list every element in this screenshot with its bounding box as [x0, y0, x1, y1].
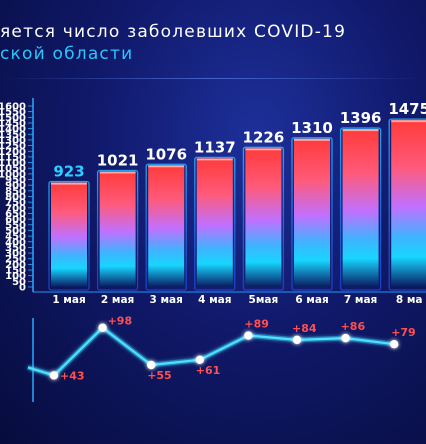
bar-value-label: 1076 — [145, 145, 187, 163]
bar-top-highlight — [391, 120, 426, 123]
bar — [294, 138, 330, 287]
bar-value-label: 1226 — [243, 128, 285, 146]
bar-top-highlight — [99, 171, 136, 174]
bar — [148, 165, 185, 287]
x-tick-label: 8 ма — [396, 294, 423, 306]
increase-point — [49, 371, 59, 380]
y-tick-label: 1600 — [0, 102, 26, 113]
y-tick-label: 1100 — [0, 158, 26, 169]
x-tick-label: 3 мая — [150, 294, 183, 306]
y-tick-label: 1450 — [0, 118, 26, 129]
increase-point — [98, 323, 107, 332]
y-tick-label: 1050 — [0, 164, 26, 175]
bar-frame — [48, 180, 90, 291]
y-tick-label: 200 — [5, 260, 26, 271]
bar — [245, 148, 282, 287]
increase-point — [341, 333, 350, 343]
y-tick-label: 500 — [5, 226, 26, 237]
y-tick-label: 1000 — [0, 169, 26, 180]
increase-label: +79 — [391, 326, 416, 339]
bar — [391, 120, 426, 287]
bar-frame — [388, 118, 426, 291]
bar-frame — [96, 169, 139, 291]
y-tick-label: 700 — [5, 203, 26, 214]
y-tick-label: 0 — [19, 283, 26, 294]
increase-label: +55 — [147, 369, 172, 382]
x-tick-label: 5мая — [249, 294, 279, 306]
x-tick-label: 7 мая — [344, 294, 377, 306]
bar-frame — [339, 127, 382, 291]
bar-value-label: 1310 — [291, 119, 333, 137]
y-tick-label: 450 — [5, 232, 26, 243]
increase-label: +89 — [244, 318, 269, 331]
increase-point — [292, 335, 302, 345]
y-tick-label: 1350 — [0, 130, 26, 141]
y-tick-label: 50 — [12, 277, 26, 288]
increase-point — [147, 360, 156, 370]
y-tick-label: 1400 — [0, 124, 26, 135]
y-tick-label: 1500 — [0, 113, 26, 124]
bar-value-label: 1021 — [97, 151, 139, 169]
chart-title-line1: яется число заболевших COVID-19 — [0, 22, 347, 42]
bar-frame — [194, 156, 236, 291]
x-tick-label: 2 мая — [101, 294, 134, 306]
y-tick-label: 1550 — [0, 107, 26, 118]
y-tick-label: 300 — [5, 249, 26, 260]
bar-frame — [291, 137, 333, 291]
bar-top-highlight — [245, 148, 282, 151]
increase-point — [195, 355, 204, 364]
x-tick-label: 6 мая — [295, 294, 328, 306]
increase-label: +61 — [196, 364, 221, 377]
increase-label: +86 — [341, 320, 366, 333]
x-tick-label: 4 мая — [198, 294, 231, 306]
bar-value-label: 1475 — [388, 100, 426, 118]
bar-value-label: 1137 — [194, 138, 236, 156]
bar — [342, 129, 379, 287]
x-tick-label: 1 мая — [52, 294, 85, 306]
y-tick-label: 150 — [5, 266, 26, 277]
y-tick-label: 950 — [5, 175, 26, 186]
bar-frame — [242, 146, 285, 291]
bar-top-highlight — [51, 182, 87, 185]
y-tick-label: 350 — [5, 243, 26, 254]
y-tick-label: 1150 — [0, 152, 26, 163]
bar-frame — [145, 163, 187, 291]
bar-value-label: 1396 — [340, 109, 382, 127]
increase-point — [244, 331, 253, 340]
bar-top-highlight — [294, 138, 330, 141]
increase-label: +98 — [108, 315, 133, 328]
chart-title-line2: ской области — [0, 44, 134, 64]
increase-label: +43 — [60, 369, 85, 382]
y-tick-label: 900 — [5, 181, 26, 192]
y-tick-label: 400 — [5, 237, 26, 248]
y-tick-label: 550 — [5, 220, 26, 231]
increase-label: +84 — [292, 322, 317, 335]
bar — [99, 171, 136, 287]
increase-point — [390, 340, 399, 349]
y-tick-label: 250 — [5, 254, 26, 265]
y-tick-label: 600 — [5, 215, 26, 226]
bar-top-highlight — [342, 129, 379, 132]
bar-value-label: 923 — [53, 163, 84, 181]
y-tick-label: 650 — [5, 209, 26, 220]
title-separator — [0, 78, 426, 79]
y-tick-label: 1300 — [0, 135, 26, 146]
y-tick-label: 1200 — [0, 147, 26, 158]
bar — [51, 182, 87, 287]
bar-top-highlight — [148, 165, 185, 168]
y-tick-label: 1250 — [0, 141, 26, 152]
bar — [196, 158, 233, 287]
bar-top-highlight — [196, 158, 233, 161]
y-tick-label: 850 — [5, 186, 26, 197]
y-tick-label: 100 — [5, 271, 26, 282]
y-tick-label: 800 — [5, 192, 26, 203]
y-tick-label: 750 — [5, 198, 26, 209]
